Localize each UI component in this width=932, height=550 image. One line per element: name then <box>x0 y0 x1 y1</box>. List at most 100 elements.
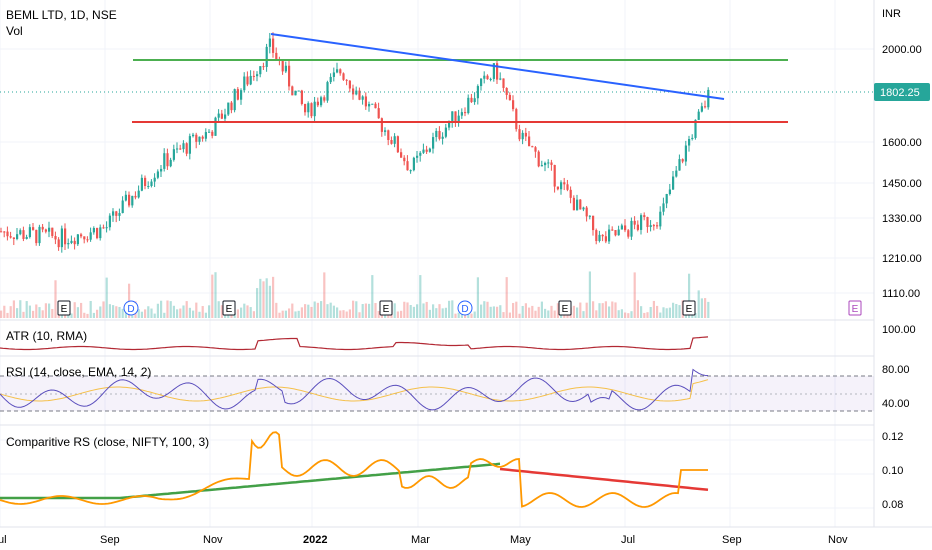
volume-label[interactable]: Vol <box>6 24 23 38</box>
volume-bar <box>281 310 284 318</box>
volume-bar <box>83 312 86 318</box>
earnings-marker[interactable]: E <box>222 300 236 316</box>
volume-bar <box>150 308 153 318</box>
volume-bar <box>470 313 473 318</box>
volume-bar <box>473 311 476 318</box>
volume-bar <box>345 311 348 318</box>
candle-body <box>636 224 639 230</box>
candle-body <box>652 225 655 227</box>
candle-body <box>553 164 556 187</box>
candle-body <box>544 162 547 166</box>
volume-bar <box>662 307 665 318</box>
candle-body <box>598 234 601 241</box>
candle-body <box>371 103 374 105</box>
volume-bar <box>406 302 409 318</box>
volume-bar <box>659 312 662 318</box>
volume-bar <box>262 281 265 318</box>
candle-body <box>345 79 348 81</box>
volume-bar <box>640 306 643 318</box>
volume-bar <box>38 307 41 318</box>
earnings-marker[interactable]: E <box>558 300 572 316</box>
volume-bar <box>278 312 281 318</box>
candle-body <box>678 159 681 171</box>
trendline[interactable] <box>270 33 725 100</box>
volume-bar <box>416 304 419 318</box>
volume-bar <box>697 290 700 318</box>
candle-body <box>294 90 297 96</box>
candle-body <box>230 102 233 111</box>
earnings-marker[interactable]: E <box>57 300 71 316</box>
candle-body <box>566 184 569 190</box>
candle-body <box>601 234 604 237</box>
candle-body <box>32 227 35 230</box>
candle-body <box>118 213 121 216</box>
candle-body <box>150 181 153 186</box>
volume-bar <box>115 306 118 318</box>
symbol-title[interactable]: BEML LTD, 1D, NSE <box>6 8 117 22</box>
svg-text:D: D <box>461 304 468 315</box>
candle-body <box>102 227 105 229</box>
candle-body <box>358 90 361 100</box>
candlesticks[interactable] <box>0 32 710 253</box>
volume-bar <box>195 302 198 318</box>
price-tick: 1210.00 <box>882 253 922 265</box>
atr-label[interactable]: ATR (10, RMA) <box>6 329 87 343</box>
volume-bar <box>118 306 121 318</box>
candle-body <box>403 157 406 162</box>
earnings-marker[interactable]: E <box>682 300 696 316</box>
volume-bar <box>508 312 511 318</box>
volume-bar <box>694 313 697 318</box>
volume-bar <box>275 302 278 318</box>
candle-body <box>121 200 124 214</box>
candle-body <box>214 117 217 136</box>
candle-body <box>550 162 553 165</box>
volume-bar <box>547 310 550 318</box>
candle-body <box>249 75 252 85</box>
volume-bar <box>652 300 655 318</box>
candle-body <box>310 103 313 117</box>
crs-label[interactable]: Comparitive RS (close, NIFTY, 100, 3) <box>6 435 209 449</box>
earnings-marker[interactable]: E <box>379 300 393 316</box>
volume-bar <box>422 303 425 318</box>
volume-bar <box>643 312 646 318</box>
candle-body <box>451 111 454 123</box>
candle-body <box>656 225 659 227</box>
earnings-marker-upcoming[interactable]: E <box>848 300 862 316</box>
volume-bar <box>454 313 457 318</box>
candle-body <box>633 220 636 225</box>
candle-body <box>438 130 441 139</box>
volume-bar <box>73 302 76 318</box>
candle-body <box>681 159 684 162</box>
candle-body <box>531 146 534 148</box>
volume-bar <box>675 303 678 318</box>
volume-bar <box>425 301 428 318</box>
candle-body <box>579 199 582 210</box>
volume-bar <box>704 298 707 318</box>
volume-bar <box>329 302 332 318</box>
candle-body <box>195 134 198 142</box>
dividend-marker[interactable]: D <box>123 300 139 316</box>
volume-bar <box>550 305 553 318</box>
svg-text:E: E <box>852 304 859 315</box>
rsi-label[interactable]: RSI (14, close, EMA, 14, 2) <box>6 365 151 379</box>
volume-bar <box>220 305 223 318</box>
earnings-markers[interactable]: E D E E D E E E <box>57 300 862 316</box>
candle-body <box>662 203 665 212</box>
candle-body <box>668 189 671 194</box>
candle-body <box>643 215 646 218</box>
volume-bar <box>419 275 422 318</box>
volume-bar <box>16 308 19 318</box>
candle-body <box>614 230 617 236</box>
candle-body <box>153 177 156 182</box>
volume-bar <box>364 303 367 318</box>
candle-body <box>348 80 351 89</box>
volume-bar <box>608 306 611 318</box>
dividend-marker[interactable]: D <box>457 300 473 316</box>
volume-bar <box>268 285 271 318</box>
volume-bar <box>336 307 339 318</box>
candle-body <box>368 104 371 107</box>
volume-bar <box>192 310 195 318</box>
time-label: Sep <box>722 534 742 546</box>
candle-body <box>467 97 470 114</box>
